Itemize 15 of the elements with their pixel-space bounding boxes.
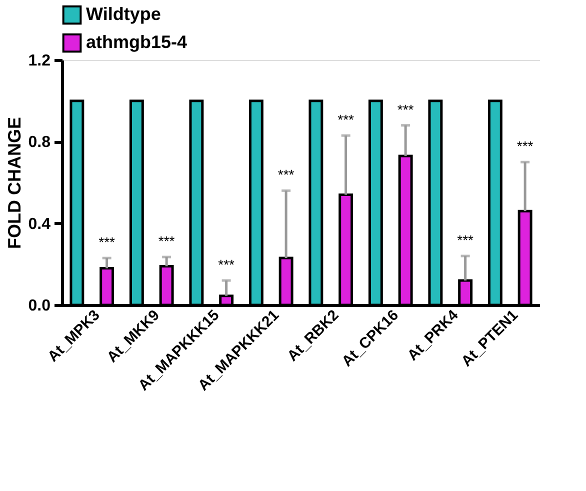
annotation: *** bbox=[516, 138, 534, 154]
y-axis-title: FOLD CHANGE bbox=[4, 117, 24, 249]
annotation: *** bbox=[338, 112, 355, 128]
annotation: *** bbox=[218, 256, 236, 272]
y-tick-label: 0.0 bbox=[28, 298, 51, 314]
legend-label: Wildtype bbox=[86, 4, 161, 24]
annotation: *** bbox=[397, 101, 414, 118]
annotation: *** bbox=[278, 166, 295, 183]
legend-label: athmgb15-4 bbox=[86, 32, 188, 52]
annotation: *** bbox=[457, 232, 474, 248]
y-tick-label: 0.8 bbox=[28, 134, 51, 152]
annotation: *** bbox=[158, 233, 176, 250]
y-tick-label: 1.2 bbox=[28, 52, 51, 70]
annotation: *** bbox=[98, 234, 116, 250]
y-tick-label: 0.4 bbox=[28, 216, 51, 233]
